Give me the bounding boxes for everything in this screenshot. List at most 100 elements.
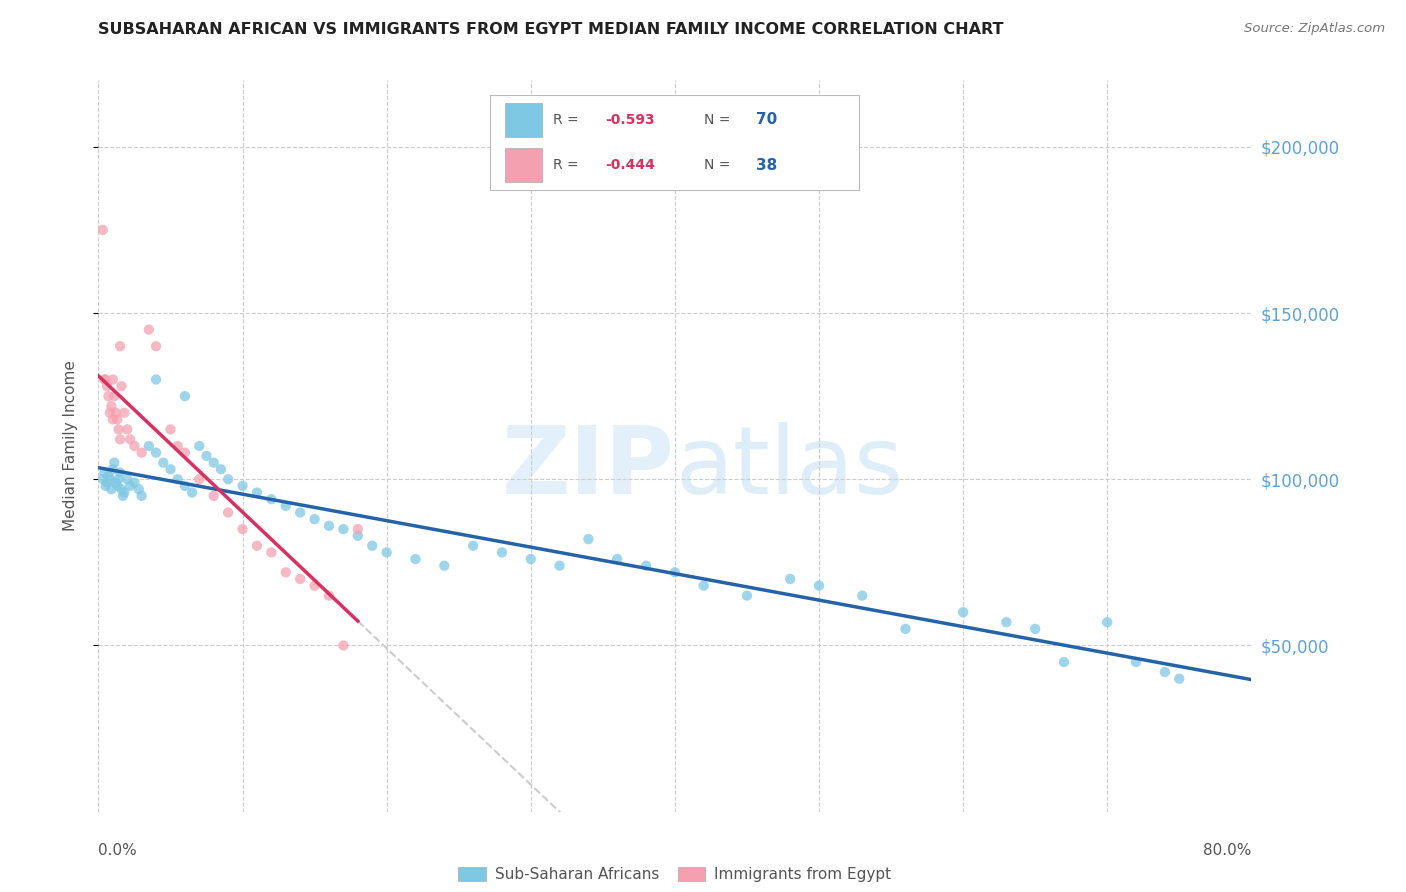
Point — [735, 589, 758, 603]
Point — [112, 485, 135, 500]
Point — [98, 406, 121, 420]
Point — [97, 389, 120, 403]
Point — [231, 479, 254, 493]
Point — [807, 579, 830, 593]
Point — [361, 539, 384, 553]
Point — [664, 566, 686, 580]
Point — [100, 399, 122, 413]
Point — [108, 466, 131, 480]
Point — [433, 558, 456, 573]
Legend: Sub-Saharan Africans, Immigrants from Egypt: Sub-Saharan Africans, Immigrants from Eg… — [453, 861, 897, 888]
Point — [94, 372, 117, 386]
Point — [100, 482, 122, 496]
Point — [304, 512, 326, 526]
Point — [174, 479, 197, 493]
Point — [851, 589, 873, 603]
Point — [636, 558, 658, 573]
Point — [202, 456, 225, 470]
Point — [103, 456, 125, 470]
Point — [96, 379, 118, 393]
Point — [246, 485, 269, 500]
Point — [217, 506, 239, 520]
Point — [103, 389, 125, 403]
Point — [120, 479, 142, 493]
Point — [260, 545, 283, 559]
Text: SUBSAHARAN AFRICAN VS IMMIGRANTS FROM EGYPT MEDIAN FAMILY INCOME CORRELATION CHA: SUBSAHARAN AFRICAN VS IMMIGRANTS FROM EG… — [98, 22, 1004, 37]
Point — [166, 472, 188, 486]
Point — [1125, 655, 1147, 669]
Point — [188, 439, 211, 453]
Point — [101, 372, 124, 386]
Point — [107, 472, 129, 486]
Point — [952, 605, 974, 619]
Point — [94, 479, 117, 493]
Point — [461, 539, 484, 553]
Point — [124, 439, 146, 453]
Point — [894, 622, 917, 636]
Point — [93, 466, 115, 480]
Point — [181, 485, 204, 500]
Point — [111, 489, 134, 503]
Point — [93, 372, 115, 386]
Point — [145, 339, 167, 353]
Point — [117, 472, 139, 486]
Point — [1024, 622, 1046, 636]
Point — [195, 449, 218, 463]
Point — [128, 482, 150, 496]
Text: atlas: atlas — [675, 422, 903, 514]
Point — [159, 422, 181, 436]
Point — [104, 475, 127, 490]
Point — [405, 552, 427, 566]
Point — [260, 492, 283, 507]
Point — [520, 552, 543, 566]
Point — [101, 462, 124, 476]
Point — [346, 529, 368, 543]
Point — [318, 589, 340, 603]
Point — [97, 469, 120, 483]
Point — [145, 445, 167, 459]
Point — [318, 518, 340, 533]
Point — [332, 522, 354, 536]
Point — [98, 472, 121, 486]
Point — [105, 412, 128, 426]
Point — [290, 506, 312, 520]
Point — [120, 433, 142, 447]
Point — [290, 572, 312, 586]
Point — [779, 572, 801, 586]
Point — [174, 445, 197, 459]
Point — [995, 615, 1018, 630]
Point — [1168, 672, 1191, 686]
Point — [107, 422, 129, 436]
Point — [548, 558, 571, 573]
Point — [693, 579, 716, 593]
Text: ZIP: ZIP — [502, 422, 675, 514]
Point — [1053, 655, 1076, 669]
Point — [346, 522, 368, 536]
Point — [96, 475, 118, 490]
Point — [108, 433, 131, 447]
Point — [112, 406, 135, 420]
Point — [131, 489, 153, 503]
Point — [274, 499, 297, 513]
Point — [209, 462, 232, 476]
Point — [491, 545, 513, 559]
Point — [91, 223, 114, 237]
Point — [131, 445, 153, 459]
Point — [1097, 615, 1119, 630]
Point — [91, 472, 114, 486]
Point — [101, 412, 124, 426]
Point — [375, 545, 398, 559]
Point — [188, 472, 211, 486]
Point — [138, 323, 160, 337]
Point — [138, 439, 160, 453]
Point — [174, 389, 197, 403]
Point — [105, 479, 128, 493]
Point — [1153, 665, 1175, 679]
Point — [304, 579, 326, 593]
Point — [576, 532, 599, 546]
Point — [217, 472, 239, 486]
Point — [152, 456, 174, 470]
Point — [231, 522, 254, 536]
Point — [274, 566, 297, 580]
Text: Source: ZipAtlas.com: Source: ZipAtlas.com — [1244, 22, 1385, 36]
